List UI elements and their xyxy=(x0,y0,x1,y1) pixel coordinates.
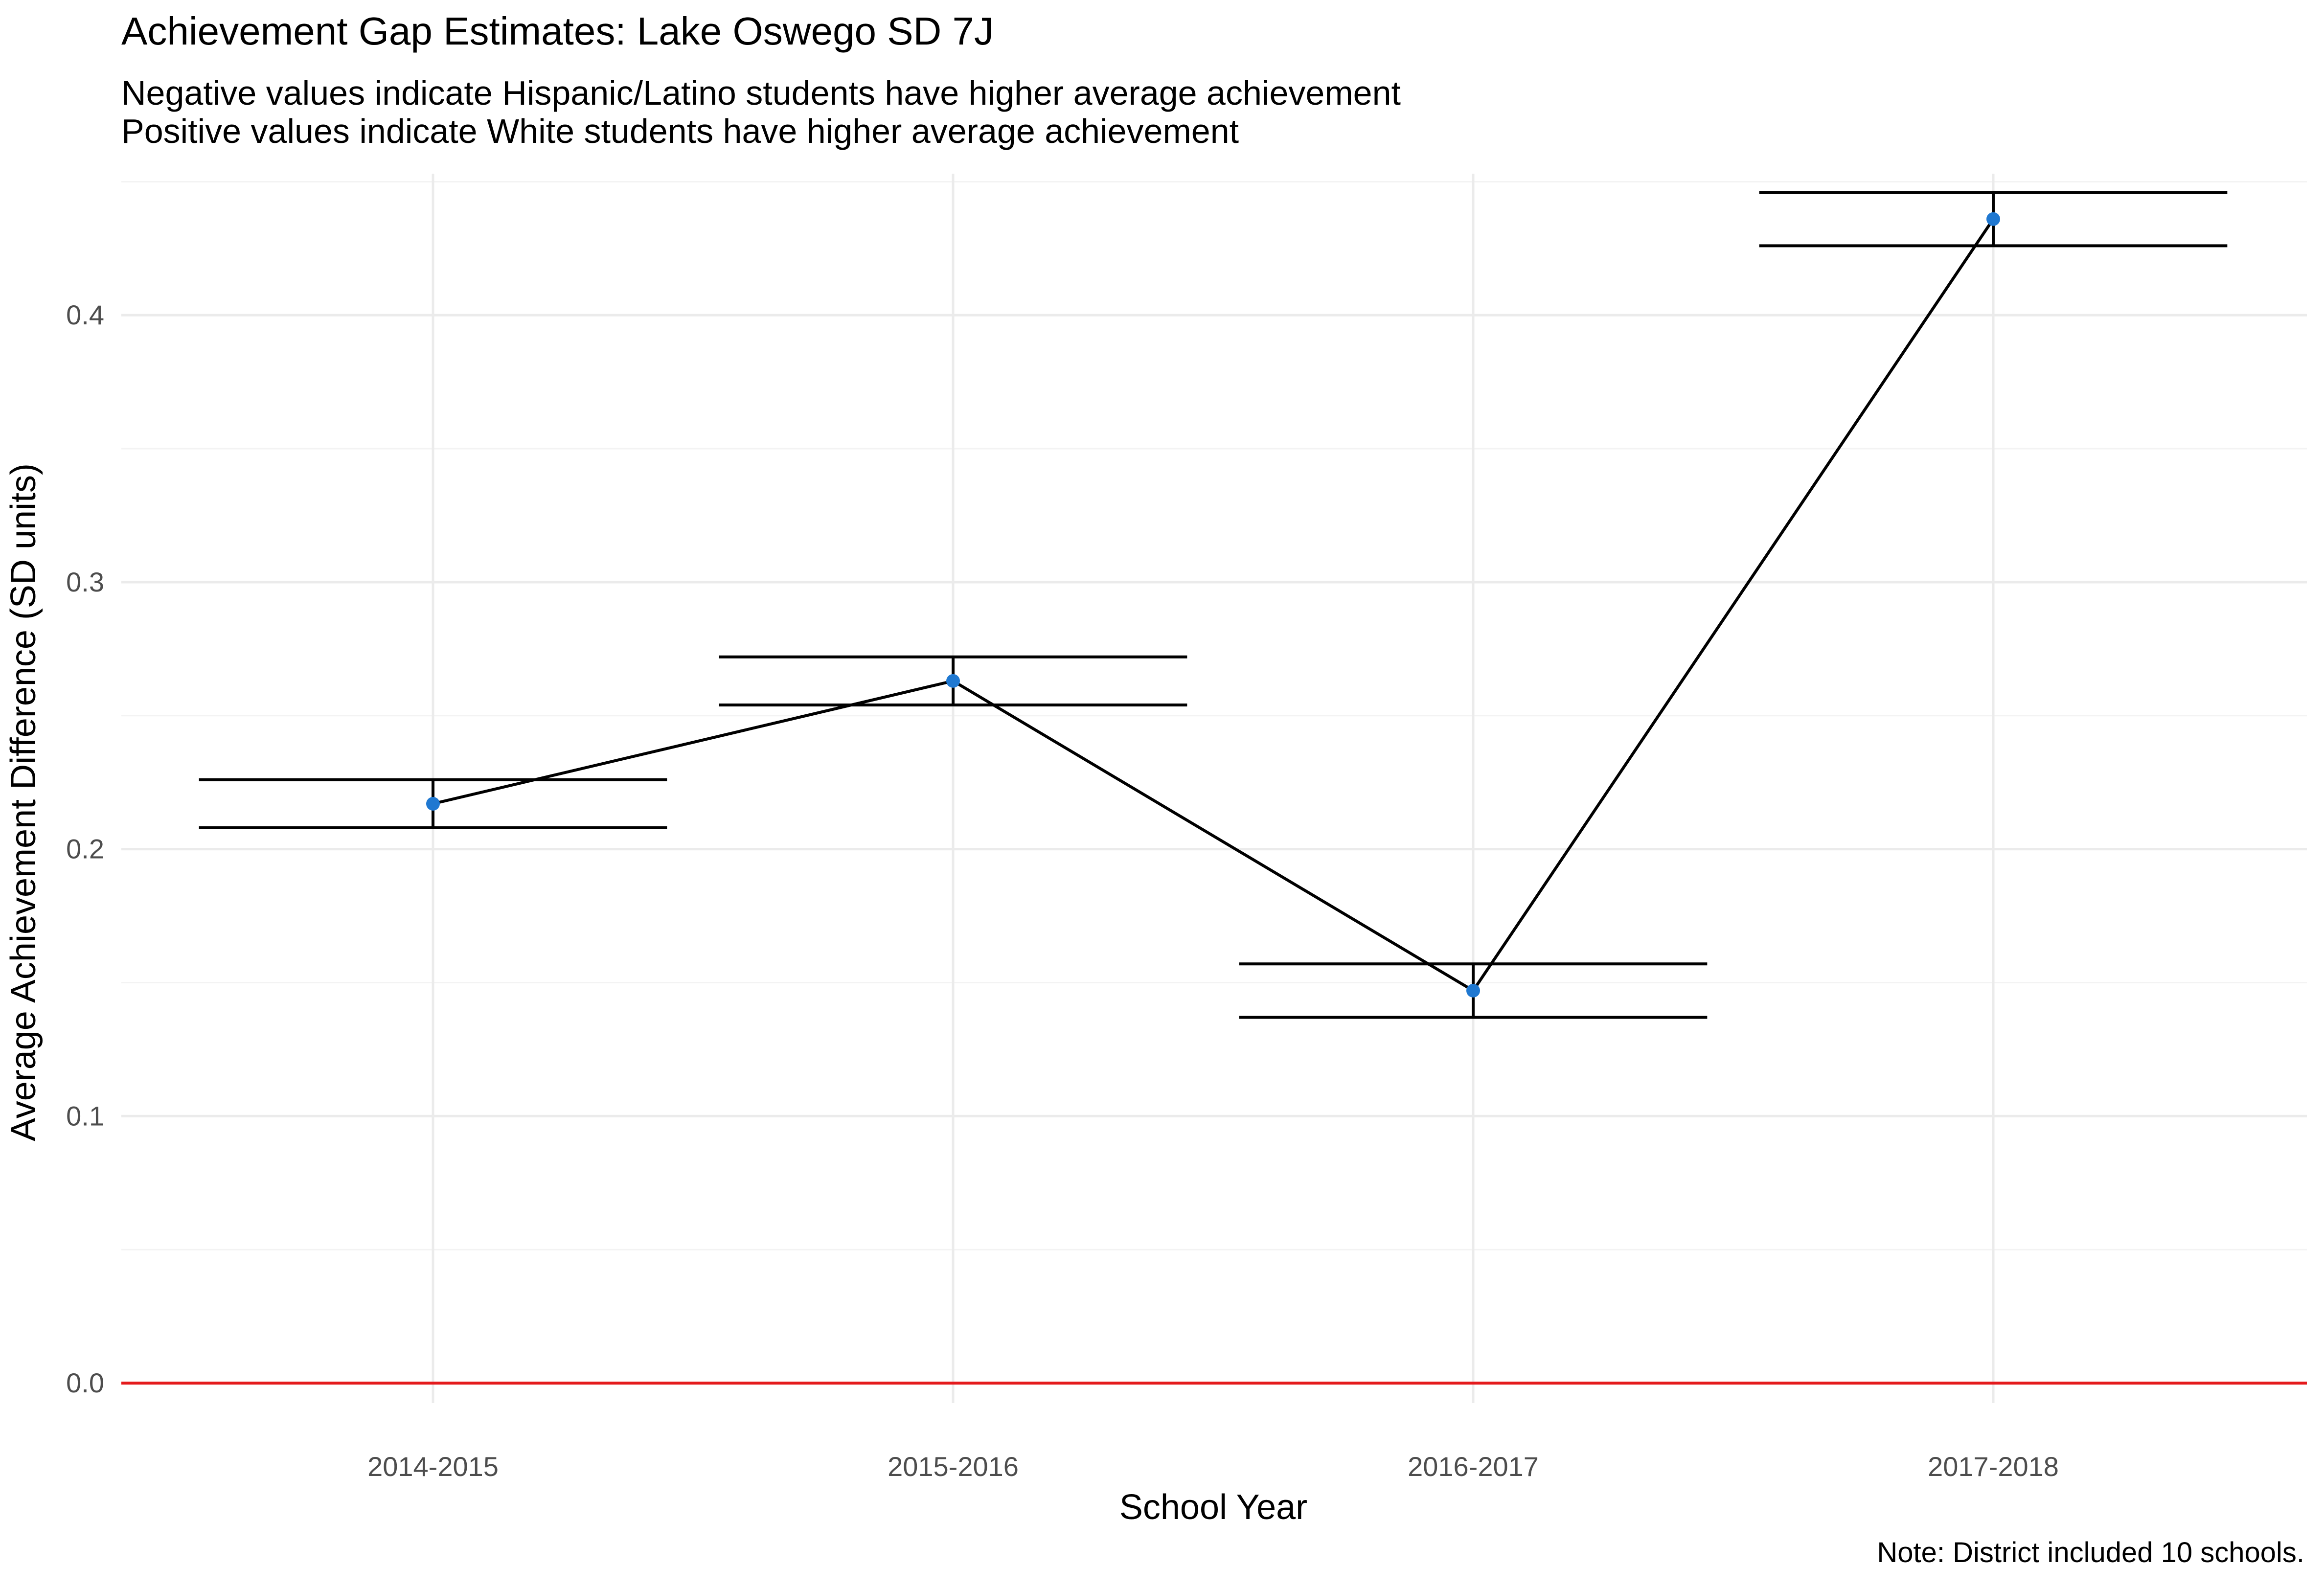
y-tick-label: 0.3 xyxy=(66,567,104,597)
x-tick-label: 2017-2018 xyxy=(1928,1451,2059,1482)
series-polyline xyxy=(433,218,1995,993)
chart-caption: Note: District included 10 schools. xyxy=(1877,1537,2304,1568)
minor-gridlines xyxy=(121,181,2307,1250)
x-axis-label: School Year xyxy=(1119,1488,1307,1527)
series-line xyxy=(433,218,1995,993)
chart-subtitle-line-1: Negative values indicate Hispanic/Latino… xyxy=(121,74,1401,112)
y-tick-label: 0.4 xyxy=(66,299,104,330)
x-tick-label: 2016-2017 xyxy=(1408,1451,1539,1482)
data-point xyxy=(946,674,960,688)
data-points xyxy=(426,212,2000,998)
chart-subtitle-line-2: Positive values indicate White students … xyxy=(121,112,1239,150)
y-axis-tick-labels: 0.0 0.1 0.2 0.3 0.4 xyxy=(66,299,104,1398)
x-axis-tick-labels: 2014-2015 2015-2016 2016-2017 2017-2018 xyxy=(367,1451,2059,1482)
data-point xyxy=(1986,212,2000,226)
y-tick-label: 0.0 xyxy=(66,1367,104,1398)
y-tick-label: 0.2 xyxy=(66,834,104,864)
data-point xyxy=(1466,983,1480,998)
chart-title: Achievement Gap Estimates: Lake Oswego S… xyxy=(121,9,994,53)
major-gridlines xyxy=(121,174,2307,1403)
y-axis-label: Average Achievement Difference (SD units… xyxy=(4,463,43,1141)
x-tick-label: 2015-2016 xyxy=(888,1451,1019,1482)
data-point xyxy=(426,796,440,811)
x-tick-label: 2014-2015 xyxy=(367,1451,499,1482)
y-tick-label: 0.1 xyxy=(66,1100,104,1131)
